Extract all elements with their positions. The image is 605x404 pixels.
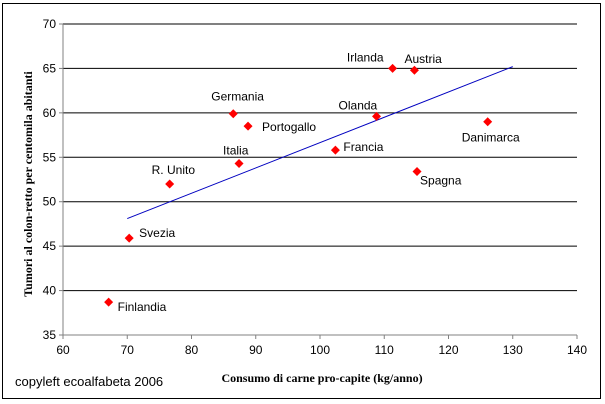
point-label: Italia (223, 144, 249, 158)
point-label: R. Unito (152, 163, 196, 177)
x-tick-label: 100 (310, 343, 330, 357)
point-germania (228, 109, 238, 119)
point-danimarca (483, 117, 493, 127)
tick-labels: 35 40 45 50 55 60 65 70 60 70 80 90 100 110 120 130 140 (43, 17, 588, 357)
y-tick-label: 65 (43, 61, 57, 75)
y-tick-label: 60 (43, 106, 57, 120)
y-tick-label: 50 (43, 195, 57, 209)
point-spagna (412, 167, 422, 177)
point-label: Spagna (420, 174, 462, 188)
point-finlandia (104, 297, 114, 307)
x-tick-label: 60 (56, 343, 70, 357)
point-label: Svezia (139, 226, 175, 240)
y-tick-label: 55 (43, 150, 57, 164)
y-tick-label: 45 (43, 239, 57, 253)
point-francia (330, 145, 340, 155)
point-olanda (372, 111, 382, 121)
x-tick-label: 70 (121, 343, 135, 357)
x-axis-title: Consumo di carne pro-capite (kg/anno) (221, 371, 422, 385)
point-label: Francia (343, 140, 383, 154)
x-tick-label: 90 (249, 343, 263, 357)
point-irlanda (388, 63, 398, 73)
point-label: Danimarca (462, 131, 520, 145)
point-r-unito (165, 179, 175, 189)
point-label: Germania (211, 90, 264, 104)
point-label: Olanda (339, 98, 378, 112)
point-portogallo (243, 121, 253, 131)
data-points (104, 63, 493, 307)
scatter-chart: Irlanda Austria Germania Portogallo Olanda Da… (15, 17, 588, 389)
point-labels: Irlanda Austria Germania Portogallo Olanda Da… (118, 50, 520, 314)
x-tick-label: 140 (567, 343, 587, 357)
y-tick-label: 35 (43, 328, 57, 342)
grid-lines (63, 23, 577, 292)
x-tick-label: 110 (375, 343, 394, 357)
axes (59, 23, 578, 339)
trend-line (127, 66, 513, 220)
point-label: Austria (404, 52, 442, 66)
point-label: Finlandia (118, 300, 167, 314)
y-axis-title: Tumori al colon-retto per centomila abit… (21, 71, 35, 297)
x-tick-label: 120 (438, 343, 458, 357)
y-tick-label: 70 (43, 17, 57, 31)
point-svezia (124, 233, 134, 243)
point-austria (409, 65, 419, 75)
x-tick-label: 80 (185, 343, 199, 357)
y-tick-label: 40 (43, 284, 57, 298)
x-tick-label: 130 (503, 343, 523, 357)
copyright-note: copyleft ecoalfabeta 2006 (15, 374, 163, 389)
point-italia (234, 159, 244, 169)
point-label: Irlanda (347, 50, 384, 64)
trend-layer (127, 66, 513, 220)
point-label: Portogallo (262, 120, 316, 134)
chart-frame: Irlanda Austria Germania Portogallo Olanda Da… (2, 3, 601, 399)
